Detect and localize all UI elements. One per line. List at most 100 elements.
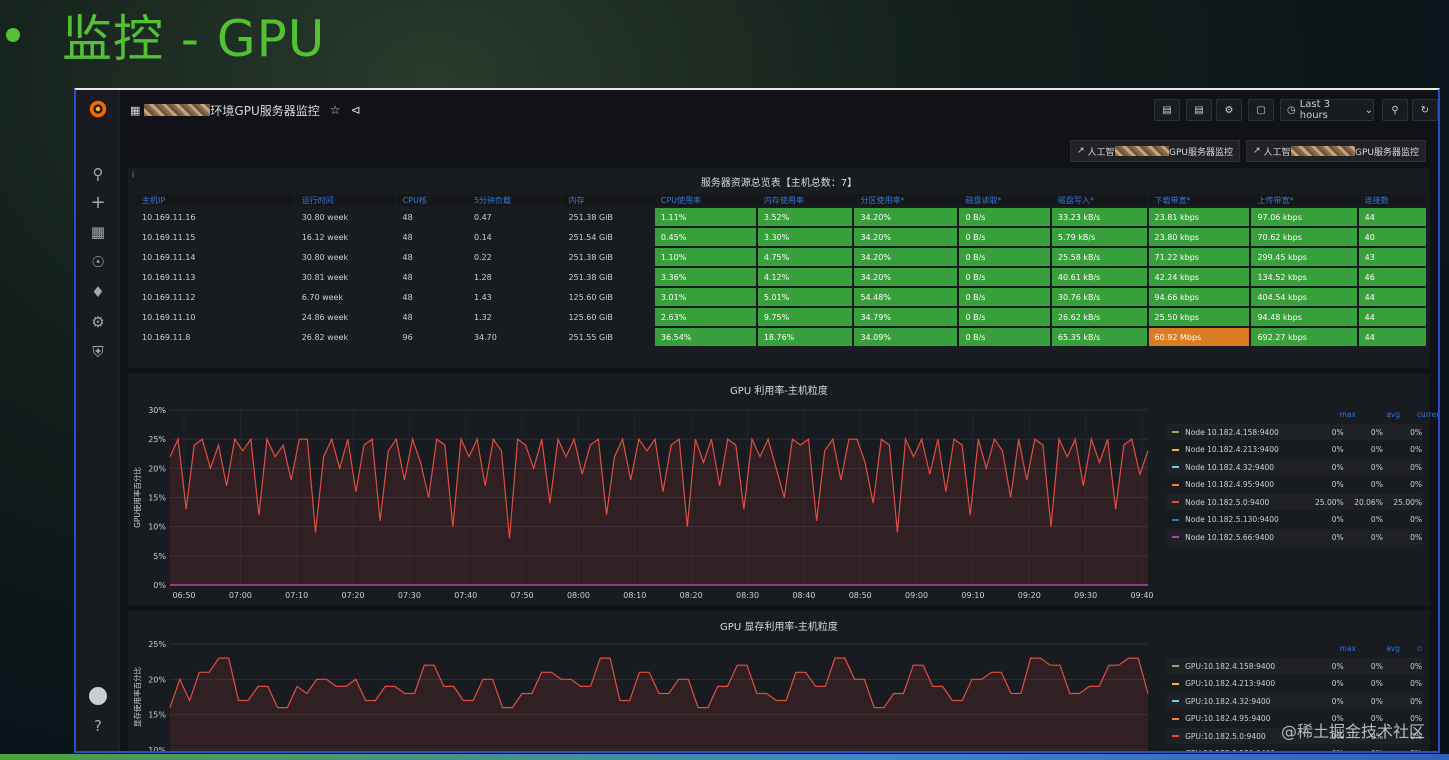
legend-item[interactable]: GPU:10.182.4.213:9400 0% 0% 0% xyxy=(1166,676,1422,692)
table-cell: 1.43 xyxy=(473,292,492,302)
x-tick-label: 09:40 xyxy=(1130,591,1153,600)
column-header[interactable]: CPU使用率 xyxy=(654,194,756,206)
y-axis-label: 显存使用率百分比 xyxy=(132,667,142,727)
x-tick-label: 08:10 xyxy=(623,591,646,600)
refresh-icon[interactable]: ↻ xyxy=(1412,99,1438,121)
table-row: 10.169.11.13 30.81 week 48 1.28 251.38 GiB 3.… xyxy=(136,268,1426,286)
legend-header[interactable]: max xyxy=(1339,644,1356,653)
column-header[interactable]: 上传带宽* xyxy=(1251,194,1357,206)
column-header[interactable]: CPU核 xyxy=(396,194,466,206)
legend-item[interactable]: Node 10.182.5.130:9400 0% 0% 0% xyxy=(1166,512,1422,528)
legend-series-name: GPU:10.182.5.130:9400 xyxy=(1185,749,1304,751)
add-panel-icon[interactable]: ▤ xyxy=(1154,99,1180,121)
column-header[interactable]: 分区使用率* xyxy=(854,194,958,206)
dashboards-icon[interactable]: ▦ xyxy=(90,223,106,241)
grafana-logo-icon[interactable] xyxy=(87,98,109,120)
tv-mode-icon[interactable]: ▢ xyxy=(1248,99,1274,121)
legend-value: 0% xyxy=(1370,661,1383,671)
legend-item[interactable]: Node 10.182.4.213:9400 0% 0% 0% xyxy=(1166,442,1422,458)
time-range-picker[interactable]: ◷ Last 3 hours ⌄ xyxy=(1280,99,1374,121)
column-header[interactable]: 内存 xyxy=(562,194,653,206)
table-cell: 5.01% xyxy=(757,288,853,306)
table-cell: 5.79 kB/s xyxy=(1051,228,1147,246)
user-avatar[interactable] xyxy=(76,684,120,708)
legend-item[interactable]: Node 10.182.5.66:9400 0% 0% 0% xyxy=(1166,529,1422,545)
dashboard-link-2[interactable]: ↗ 人工智 GPU服务器监控 xyxy=(1246,140,1426,162)
legend-item[interactable]: GPU:10.182.4.32:9400 0% 0% 0% xyxy=(1166,693,1422,709)
table-cell: 3.36% xyxy=(654,268,756,286)
legend-header[interactable]: current xyxy=(1416,410,1438,419)
gpu-util-graph[interactable]: 30% 25% 20% 15% 10% 5% 0% 06:50 07:00 07:10 07:20 0… xyxy=(128,374,1168,606)
table-cell: 36.54% xyxy=(654,328,756,346)
legend-item[interactable]: GPU:10.182.4.95:9400 0% 0% 0% xyxy=(1166,711,1422,727)
dashboard-settings-gear-icon[interactable]: ⚙ xyxy=(1216,99,1242,121)
legend-series-name: Node 10.182.5.66:9400 xyxy=(1185,532,1275,542)
column-header[interactable]: 磁盘读取* xyxy=(959,194,1050,206)
alerting-bell-icon[interactable]: ♦ xyxy=(91,283,105,301)
explore-icon[interactable]: ☉ xyxy=(91,253,105,271)
table-cell: 94.66 kbps xyxy=(1148,288,1250,306)
panel-title: GPU 显存利用率-主机粒度 xyxy=(720,622,838,633)
star-icon[interactable]: ☆ xyxy=(329,103,341,117)
legend-series-name: Node 10.182.4.213:9400 xyxy=(1185,445,1279,454)
zoom-out-icon[interactable]: ⚲ xyxy=(1382,99,1408,121)
legend-header[interactable]: avg xyxy=(1386,644,1400,653)
column-header[interactable]: 5分钟负载 xyxy=(467,194,561,206)
legend-item[interactable]: Node 10.182.4.158:9400 0% 0% 0% xyxy=(1166,424,1422,440)
legend-header[interactable]: avg xyxy=(1386,410,1400,419)
table-cell: 23.81 kbps xyxy=(1148,208,1250,226)
legend-swatch xyxy=(1172,431,1180,433)
save-icon[interactable]: ▤ xyxy=(1186,99,1212,121)
slide-title-text: 监控 - GPU xyxy=(62,10,326,68)
legend-item[interactable]: GPU:10.182.5.0:9400 0% 0% 0% xyxy=(1166,728,1422,744)
table-cell: 0 B/s xyxy=(959,208,1050,226)
panel-info-icon[interactable]: i xyxy=(132,170,135,179)
table-row: 10.169.11.16 30.80 week 48 0.47 251.38 GiB 1.… xyxy=(136,208,1426,226)
create-icon[interactable]: + xyxy=(90,191,106,213)
y-tick-label: 25% xyxy=(148,640,166,649)
time-range-label: Last 3 hours xyxy=(1299,99,1331,121)
refresh-interval-picker[interactable]: 30s xyxy=(1438,99,1440,121)
legend-item[interactable]: GPU:10.182.4.158:9400 0% 0% 0% xyxy=(1166,658,1422,674)
legend-item[interactable]: Node 10.182.5.0:9400 25.00% 20.06% 25.00% xyxy=(1166,494,1422,510)
table-cell: 40 xyxy=(1358,228,1426,246)
share-icon[interactable]: ⊲ xyxy=(350,103,361,117)
table-row: 10.169.11.14 30.80 week 48 0.22 251.38 GiB 1.… xyxy=(136,248,1426,266)
help-icon[interactable]: ? xyxy=(94,717,102,735)
table-cell: 1.32 xyxy=(473,312,492,322)
search-icon[interactable]: ⚲ xyxy=(92,165,104,183)
column-header[interactable]: 主机IP xyxy=(136,194,294,206)
table-cell: 251.38 GiB xyxy=(568,212,613,222)
legend-series-name: GPU:10.182.5.0:9400 xyxy=(1185,731,1266,741)
column-header[interactable]: 下载带宽* xyxy=(1148,194,1250,206)
series-area xyxy=(170,439,1148,585)
column-header[interactable]: 连接数 xyxy=(1358,194,1426,206)
breadcrumb[interactable]: ▦ 环境GPU服务器监控 ☆ ⊲ xyxy=(130,102,361,119)
dashboard-title[interactable]: 环境GPU服务器监控 xyxy=(210,103,320,118)
x-tick-label: 07:00 xyxy=(229,591,252,600)
gpu-mem-graph[interactable]: 25% 20% 15% 10% 显存使用率百分比 xyxy=(128,610,1168,753)
column-header[interactable]: 内存使用率 xyxy=(757,194,853,206)
column-header[interactable]: 运行时间 xyxy=(295,194,395,206)
server-overview-panel: i 服务器资源总览表【主机总数：7】 主机IP 运行时间 CPU核 5分钟负载 内存 CP… xyxy=(128,168,1430,368)
legend-value: 0% xyxy=(1370,480,1383,489)
table-cell: 46 xyxy=(1358,268,1426,286)
legend-item[interactable]: Node 10.182.4.32:9400 0% 0% 0% xyxy=(1166,459,1422,475)
dashboard-link-1[interactable]: ↗ 人工智 GPU服务器监控 xyxy=(1070,140,1240,162)
legend-item[interactable]: Node 10.182.4.95:9400 0% 0% 0% xyxy=(1166,477,1422,493)
table-cell: 34.20% xyxy=(854,208,958,226)
table-cell: 96 xyxy=(402,332,413,342)
y-tick-label: 5% xyxy=(153,552,166,561)
table-cell: 10.169.11.15 xyxy=(142,232,196,242)
legend-header[interactable]: max xyxy=(1339,410,1356,419)
shield-icon[interactable]: ⛨ xyxy=(92,343,104,361)
legend-header[interactable]: current xyxy=(1416,644,1422,653)
column-header[interactable]: 磁盘写入* xyxy=(1051,194,1147,206)
settings-gear-icon[interactable]: ⚙ xyxy=(91,313,105,331)
table-cell: 10.169.11.8 xyxy=(142,332,191,342)
table-cell: 1.28 xyxy=(473,272,492,282)
table-cell: 48 xyxy=(402,272,413,282)
legend-value: 0% xyxy=(1410,480,1423,489)
legend-value: 0% xyxy=(1410,714,1422,723)
